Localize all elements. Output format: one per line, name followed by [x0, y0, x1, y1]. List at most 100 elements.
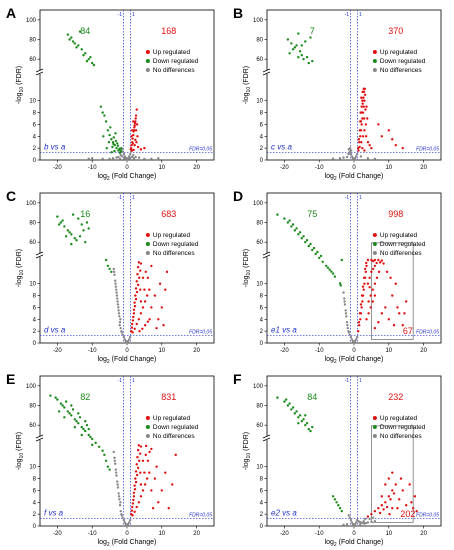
point-down-regulated: [110, 151, 113, 154]
point-down-regulated: [59, 221, 63, 224]
point-no-difference: [347, 152, 350, 156]
point-no-difference: [112, 450, 115, 454]
legend-down-marker: [145, 59, 150, 63]
x-axis-title-base: log: [98, 356, 107, 363]
point-up-regulated: [399, 477, 403, 480]
fold-threshold-label-pos: 1: [359, 195, 362, 201]
point-down-regulated: [85, 221, 89, 224]
point-up-regulated: [370, 258, 373, 262]
point-up-regulated: [387, 495, 390, 498]
point-no-difference: [362, 520, 365, 523]
x-axis-title-sub: 2: [334, 542, 337, 548]
point-up-regulated: [143, 146, 146, 150]
highlight-box: [371, 242, 414, 340]
panel-letter: F: [233, 371, 242, 387]
point-down-regulated: [110, 138, 113, 141]
point-down-regulated: [68, 38, 71, 41]
up-regulated-count: 370: [388, 26, 403, 36]
point-no-difference: [355, 152, 359, 156]
legend-up-label: Up regulated: [153, 232, 191, 239]
y-tick-label: 8: [260, 477, 264, 483]
point-up-regulated: [396, 306, 399, 309]
point-down-regulated: [302, 235, 305, 238]
y-tick-label: 80: [29, 221, 36, 227]
point-up-regulated: [134, 117, 137, 120]
point-down-regulated: [112, 142, 115, 146]
point-no-difference: [345, 523, 349, 526]
point-up-regulated: [133, 124, 136, 127]
x-tick-label: -10: [88, 165, 97, 171]
point-no-difference: [344, 312, 348, 315]
legend-ns-marker: [372, 68, 377, 72]
point-down-regulated: [70, 233, 73, 236]
point-no-difference: [117, 495, 121, 498]
point-down-regulated: [80, 48, 83, 51]
point-down-regulated: [311, 425, 314, 429]
point-up-regulated: [131, 142, 135, 145]
point-down-regulated: [63, 225, 66, 228]
point-up-regulated: [375, 276, 379, 279]
point-no-difference: [354, 338, 358, 341]
x-tick-label: -20: [53, 348, 62, 354]
legend-up-marker: [372, 233, 377, 237]
point-up-regulated: [164, 288, 167, 291]
point-up-regulated: [157, 501, 160, 504]
fdr-threshold-label: FDR=0.05: [189, 512, 212, 518]
up-regulated-count: 232: [388, 392, 403, 402]
point-down-regulated: [283, 217, 286, 220]
fold-threshold-label-pos: 1: [132, 195, 135, 201]
point-down-regulated: [291, 48, 295, 51]
point-no-difference: [118, 321, 122, 324]
point-up-regulated: [131, 129, 134, 132]
point-no-difference: [371, 516, 375, 519]
point-down-regulated: [80, 223, 83, 226]
point-no-difference: [113, 273, 116, 277]
x-tick-label: -20: [280, 348, 289, 354]
y-tick-label: 10: [29, 282, 36, 288]
point-down-regulated: [87, 427, 90, 431]
point-up-regulated: [133, 143, 136, 147]
plot-frame: [39, 192, 215, 344]
point-down-regulated: [300, 237, 303, 240]
y-tick-label: 8: [33, 294, 37, 300]
y-tick-label: 10: [256, 465, 263, 471]
point-down-regulated: [338, 507, 342, 510]
point-down-regulated: [108, 133, 111, 137]
point-up-regulated: [396, 507, 399, 510]
point-no-difference: [343, 300, 346, 303]
point-up-regulated: [385, 505, 389, 509]
point-up-regulated: [385, 270, 389, 274]
down-regulated-count: 84: [307, 392, 317, 402]
y-tick-label: 10: [29, 465, 36, 471]
axis-break-gap: [264, 436, 270, 440]
point-up-regulated: [371, 288, 374, 291]
y-tick-label: 4: [260, 134, 264, 140]
point-no-difference: [118, 324, 121, 327]
point-down-regulated: [84, 240, 87, 244]
point-down-regulated: [49, 394, 52, 397]
point-up-regulated: [364, 123, 368, 126]
point-up-regulated: [357, 321, 361, 324]
point-up-regulated: [366, 282, 370, 285]
axis-break-gap: [264, 253, 270, 257]
point-up-regulated: [150, 306, 153, 309]
point-up-regulated: [380, 135, 384, 138]
point-up-regulated: [398, 312, 401, 315]
point-up-regulated: [162, 324, 165, 327]
point-up-regulated: [362, 105, 365, 108]
point-down-regulated: [108, 468, 111, 471]
point-down-regulated: [70, 36, 73, 39]
fdr-threshold-label: FDR=0.05: [416, 329, 439, 335]
point-down-regulated: [283, 400, 286, 403]
legend-up-marker: [372, 50, 377, 54]
point-up-regulated: [133, 510, 136, 513]
point-down-regulated: [286, 38, 290, 41]
point-no-difference: [345, 315, 348, 318]
point-up-regulated: [368, 276, 371, 279]
point-up-regulated: [362, 288, 365, 291]
point-down-regulated: [91, 61, 94, 65]
point-no-difference: [113, 279, 117, 282]
point-up-regulated: [401, 324, 404, 327]
point-up-regulated: [405, 504, 408, 507]
point-up-regulated: [361, 146, 364, 150]
